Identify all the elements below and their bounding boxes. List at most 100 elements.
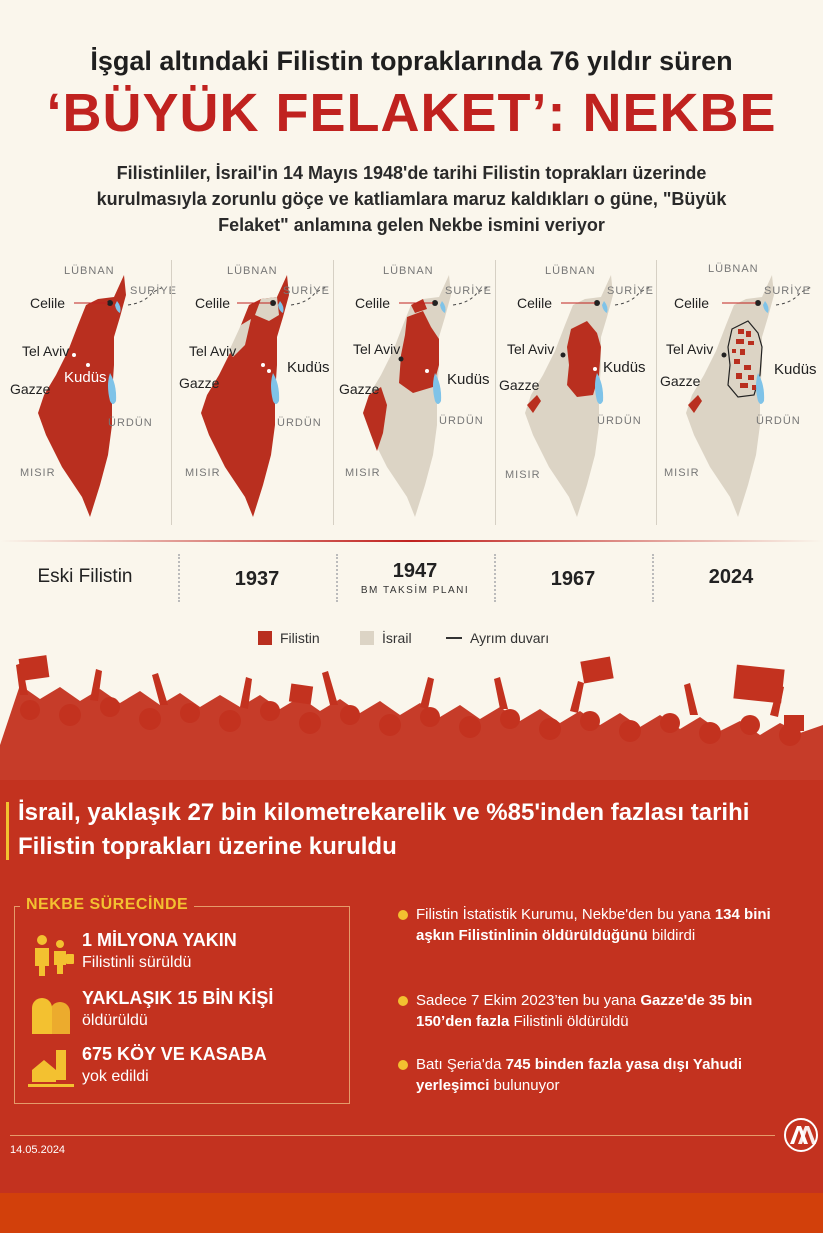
palestine-area xyxy=(363,387,387,451)
bullet-text-pre: Sadece 7 Ekim 2023’ten bu yana xyxy=(416,992,641,1009)
label-jerusalem: Kudüs xyxy=(603,359,646,376)
city-dot xyxy=(594,300,600,306)
bullet-text-post: bildirdi xyxy=(647,927,696,944)
city-dot xyxy=(432,300,438,306)
map-divider xyxy=(333,260,334,525)
stat-item: YAKLAŞIK 15 BİN KİŞİ öldürüldü xyxy=(22,988,342,1038)
legend-israel: İsrail xyxy=(360,630,412,646)
label-lebanon: LÜBNAN xyxy=(227,265,278,277)
label-gaza: Gazze xyxy=(499,377,540,393)
label-tel-aviv: Tel Aviv xyxy=(22,343,70,359)
legend-swatch xyxy=(360,631,374,645)
label-jordan: ÜRDÜN xyxy=(277,417,322,429)
timeline-label: 1947 xyxy=(392,560,438,582)
west-bank xyxy=(567,321,601,397)
city-dot xyxy=(267,369,271,373)
legend-line-icon xyxy=(446,637,462,639)
bullet-text-pre: Filistin İstatistik Kurumu, Nekbe'den bu… xyxy=(416,906,715,923)
label-jordan: ÜRDÜN xyxy=(439,415,484,427)
dead-sea xyxy=(595,373,604,404)
label-syria: SURİYE xyxy=(283,285,330,297)
bullet-dot xyxy=(398,996,408,1006)
village-icon xyxy=(28,1050,74,1087)
headline-accent-bar xyxy=(6,802,9,860)
label-jordan: ÜRDÜN xyxy=(756,415,801,427)
legend: Filistin İsrail Ayrım duvarı xyxy=(0,630,823,650)
palestinian-enclaves xyxy=(732,329,756,390)
sea-of-galilee xyxy=(602,301,608,313)
palestine-area xyxy=(38,275,126,517)
city-dot xyxy=(72,353,76,357)
bullet-text: Batı Şeria'da 745 binden fazla yasa dışı… xyxy=(416,1054,798,1096)
label-lebanon: LÜBNAN xyxy=(708,263,759,275)
timeline: Eski Filistin 1937 1947 BM TAKSİM PLANI … xyxy=(0,548,823,608)
label-tel-aviv: Tel Aviv xyxy=(353,341,401,357)
label-lebanon: LÜBNAN xyxy=(383,265,434,277)
timeline-item: Eski Filistin xyxy=(10,548,160,608)
palestine-area xyxy=(399,311,439,393)
dead-sea xyxy=(756,373,765,404)
aa-logo-icon xyxy=(784,1118,818,1152)
city-dot xyxy=(107,300,113,306)
headline: İsrail, yaklaşık 27 bin kilometrekarelik… xyxy=(18,799,750,860)
map-divider xyxy=(656,260,657,525)
city-dot xyxy=(593,367,597,371)
label-syria: SURİYE xyxy=(445,285,492,297)
city-dot xyxy=(270,300,276,306)
label-galilee: Celile xyxy=(674,295,710,311)
label-egypt: MISIR xyxy=(185,467,221,479)
refugees-icon xyxy=(35,935,74,976)
maps-row: LÜBNAN SURİYE Celile Tel Aviv Gazze Kudü… xyxy=(0,255,823,535)
sea-of-galilee xyxy=(440,301,446,313)
label-tel-aviv: Tel Aviv xyxy=(507,341,555,357)
timeline-label: 1937 xyxy=(234,568,280,590)
timeline-item: 2024 xyxy=(656,548,806,608)
city-dot xyxy=(721,352,727,358)
bullet-dot xyxy=(398,1060,408,1070)
map-panel-1937: LÜBNAN SURİYE Celile Tel Aviv Gazze Kudü… xyxy=(173,255,335,535)
gaza-strip xyxy=(527,395,541,413)
legend-label: İsrail xyxy=(382,630,412,646)
stat-small: Filistinli sürüldü xyxy=(82,954,192,971)
label-tel-aviv: Tel Aviv xyxy=(666,341,714,357)
nekbe-title: NEKBE SÜRECİNDE xyxy=(20,896,195,914)
label-galilee: Celile xyxy=(195,295,231,311)
gravestones-icon xyxy=(32,998,70,1034)
label-gaza: Gazze xyxy=(179,375,220,391)
label-gaza: Gazze xyxy=(339,381,380,397)
map-panel-1967: LÜBNAN SURİYE Celile Tel Aviv Gazze Kudü… xyxy=(497,255,659,535)
footer-divider xyxy=(10,1135,775,1136)
timeline-label: 2024 xyxy=(708,566,754,588)
stat-item: 675 KÖY VE KASABA yok edildi xyxy=(22,1044,342,1094)
dead-sea xyxy=(108,373,117,404)
legend-label: Ayrım duvarı xyxy=(470,630,550,646)
bullet-text: Filistin İstatistik Kurumu, Nekbe'den bu… xyxy=(416,904,798,946)
label-galilee: Celile xyxy=(30,295,66,311)
intro-text: Filistinliler, İsrail'in 14 Mayıs 1948'd… xyxy=(96,163,727,235)
separation-wall xyxy=(727,320,763,398)
map-1947 xyxy=(363,275,490,517)
bullet-text-post: bulunuyor xyxy=(489,1077,560,1094)
border-line xyxy=(452,286,490,306)
bullet-text-bold: 745 binden fazla yasa dışı Yahudi yerleş… xyxy=(416,1056,743,1094)
label-gaza: Gazze xyxy=(660,373,701,389)
palestine-area xyxy=(201,275,289,517)
label-jerusalem: Kudüs xyxy=(447,371,490,388)
stat-big: YAKLAŞIK 15 BİN KİŞİ xyxy=(82,988,274,1008)
label-lebanon: LÜBNAN xyxy=(545,265,596,277)
bottom-section xyxy=(0,780,823,1233)
map-2024 xyxy=(686,275,813,517)
bullet-text: Sadece 7 Ekim 2023’ten bu yana Gazze'de … xyxy=(416,990,798,1032)
bullet-item: Filistin İstatistik Kurumu, Nekbe'den bu… xyxy=(398,904,798,946)
timeline-label: 1967 xyxy=(550,568,596,590)
map-panel-old-palestine: LÜBNAN SURİYE Celile Tel Aviv Gazze Kudü… xyxy=(10,255,176,535)
label-lebanon: LÜBNAN xyxy=(64,265,115,277)
city-dot xyxy=(755,300,761,306)
map-panel-1947: LÜBNAN SURİYE Celile Tel Aviv Gazze Kudü… xyxy=(335,255,497,535)
city-dot xyxy=(560,352,566,358)
page-title: ‘BÜYÜK FELAKET’: NEKBE xyxy=(46,83,777,143)
publish-date: 14.05.2024 xyxy=(10,1144,66,1156)
label-egypt: MISIR xyxy=(20,467,56,479)
map-panel-2024: LÜBNAN SURİYE Celile Tel Aviv Gazze Kudü… xyxy=(658,255,820,535)
page-subtitle: İşgal altındaki Filistin topraklarında 7… xyxy=(90,46,733,76)
